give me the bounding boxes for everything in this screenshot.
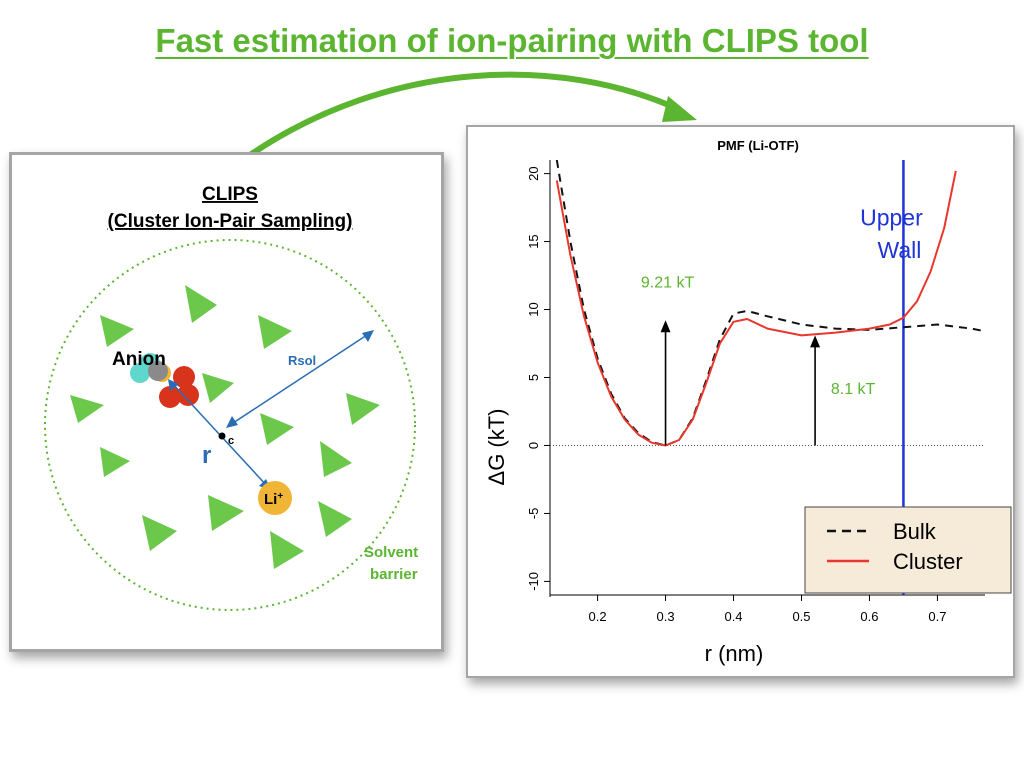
upper-wall-label: Upper <box>860 204 923 230</box>
barrier-label: barrier <box>370 566 418 583</box>
solvent-triangle-icon <box>318 501 352 537</box>
legend-label: Bulk <box>893 519 937 544</box>
x-tick-label: 0.6 <box>860 609 878 624</box>
annotation-arrowhead-icon <box>660 320 671 333</box>
solvent-triangle-icon <box>260 413 294 445</box>
pmf-chart: PMF (Li-OTF) -10 -5 0 5 10 15 20 0.2 0.3 0.4 0.5 0.… <box>484 138 1012 666</box>
y-tick-label: -5 <box>526 508 541 520</box>
r-arrowhead-icon <box>168 379 179 391</box>
chart-title: PMF (Li-OTF) <box>717 138 799 153</box>
y-tick-label: 15 <box>526 234 541 248</box>
x-tick-label: 0.2 <box>589 609 607 624</box>
rsol-arrowhead-icon <box>226 416 238 428</box>
y-tick-label: 0 <box>526 442 541 449</box>
solvent-molecules <box>70 285 380 569</box>
upper-wall-label: Wall <box>878 237 922 263</box>
y-tick-label: -10 <box>526 572 541 591</box>
y-tick-label: 5 <box>526 374 541 381</box>
solvent-triangle-icon <box>100 315 134 347</box>
annotation-label: 8.1 kT <box>831 381 876 398</box>
annotation-arrowhead-icon <box>810 335 821 348</box>
rsol-arrowhead-icon <box>362 330 374 342</box>
anion-label: Anion <box>112 349 166 370</box>
curved-arrow-icon <box>248 71 697 158</box>
li-ion-icon <box>258 481 292 515</box>
pmf-chart-panel: PMF (Li-OTF) -10 -5 0 5 10 15 20 0.2 0.3 0.4 0.5 0.… <box>466 125 1015 678</box>
x-tick-label: 0.5 <box>792 609 810 624</box>
solvent-triangle-icon <box>142 515 177 551</box>
solvent-barrier-circle <box>44 239 416 611</box>
solvent-triangle-icon <box>70 395 104 423</box>
solvent-triangle-icon <box>185 285 217 323</box>
x-tick-label: 0.3 <box>657 609 675 624</box>
clips-diagram-panel: CLIPS (Cluster Ion-Pair Sampling) Rsol <box>9 152 444 652</box>
legend: Bulk Cluster <box>804 506 1012 594</box>
diagram-subtitle: (Cluster Ion-Pair Sampling) <box>108 211 353 232</box>
series-line-cluster <box>555 170 957 447</box>
solvent-triangle-icon <box>270 531 304 569</box>
r-label: r <box>202 442 211 469</box>
anion-molecule-icon <box>130 353 199 408</box>
rsol-arrow <box>229 332 371 426</box>
solvent-triangle-icon <box>320 441 352 477</box>
legend-label: Cluster <box>893 549 963 574</box>
diagram-title: CLIPS <box>202 184 258 205</box>
solvent-triangle-icon <box>258 315 292 349</box>
clips-diagram: CLIPS (Cluster Ion-Pair Sampling) Rsol <box>44 184 418 611</box>
li-label: Li+ <box>264 491 283 508</box>
y-axis-label: ΔG (kT) <box>484 408 509 485</box>
x-tick-label: 0.7 <box>928 609 946 624</box>
x-tick-label: 0.4 <box>724 609 742 624</box>
solvent-triangle-icon <box>202 373 234 403</box>
solvent-triangle-icon <box>208 495 244 531</box>
center-label: c <box>228 435 234 447</box>
x-axis-label: r (nm) <box>705 641 764 666</box>
series-line-bulk <box>555 160 985 447</box>
solvent-triangle-icon <box>346 393 380 425</box>
slide-title: Fast estimation of ion-pairing with CLIP… <box>155 22 869 59</box>
y-tick-label: 10 <box>526 302 541 316</box>
solvent-label: Solvent <box>364 544 418 561</box>
solvent-triangle-icon <box>100 447 130 477</box>
rsol-label: Rsol <box>288 353 316 368</box>
center-point-icon <box>218 432 226 440</box>
legend-box <box>804 506 1012 594</box>
y-tick-label: 20 <box>526 166 541 180</box>
annotation-label: 9.21 kT <box>641 275 695 292</box>
